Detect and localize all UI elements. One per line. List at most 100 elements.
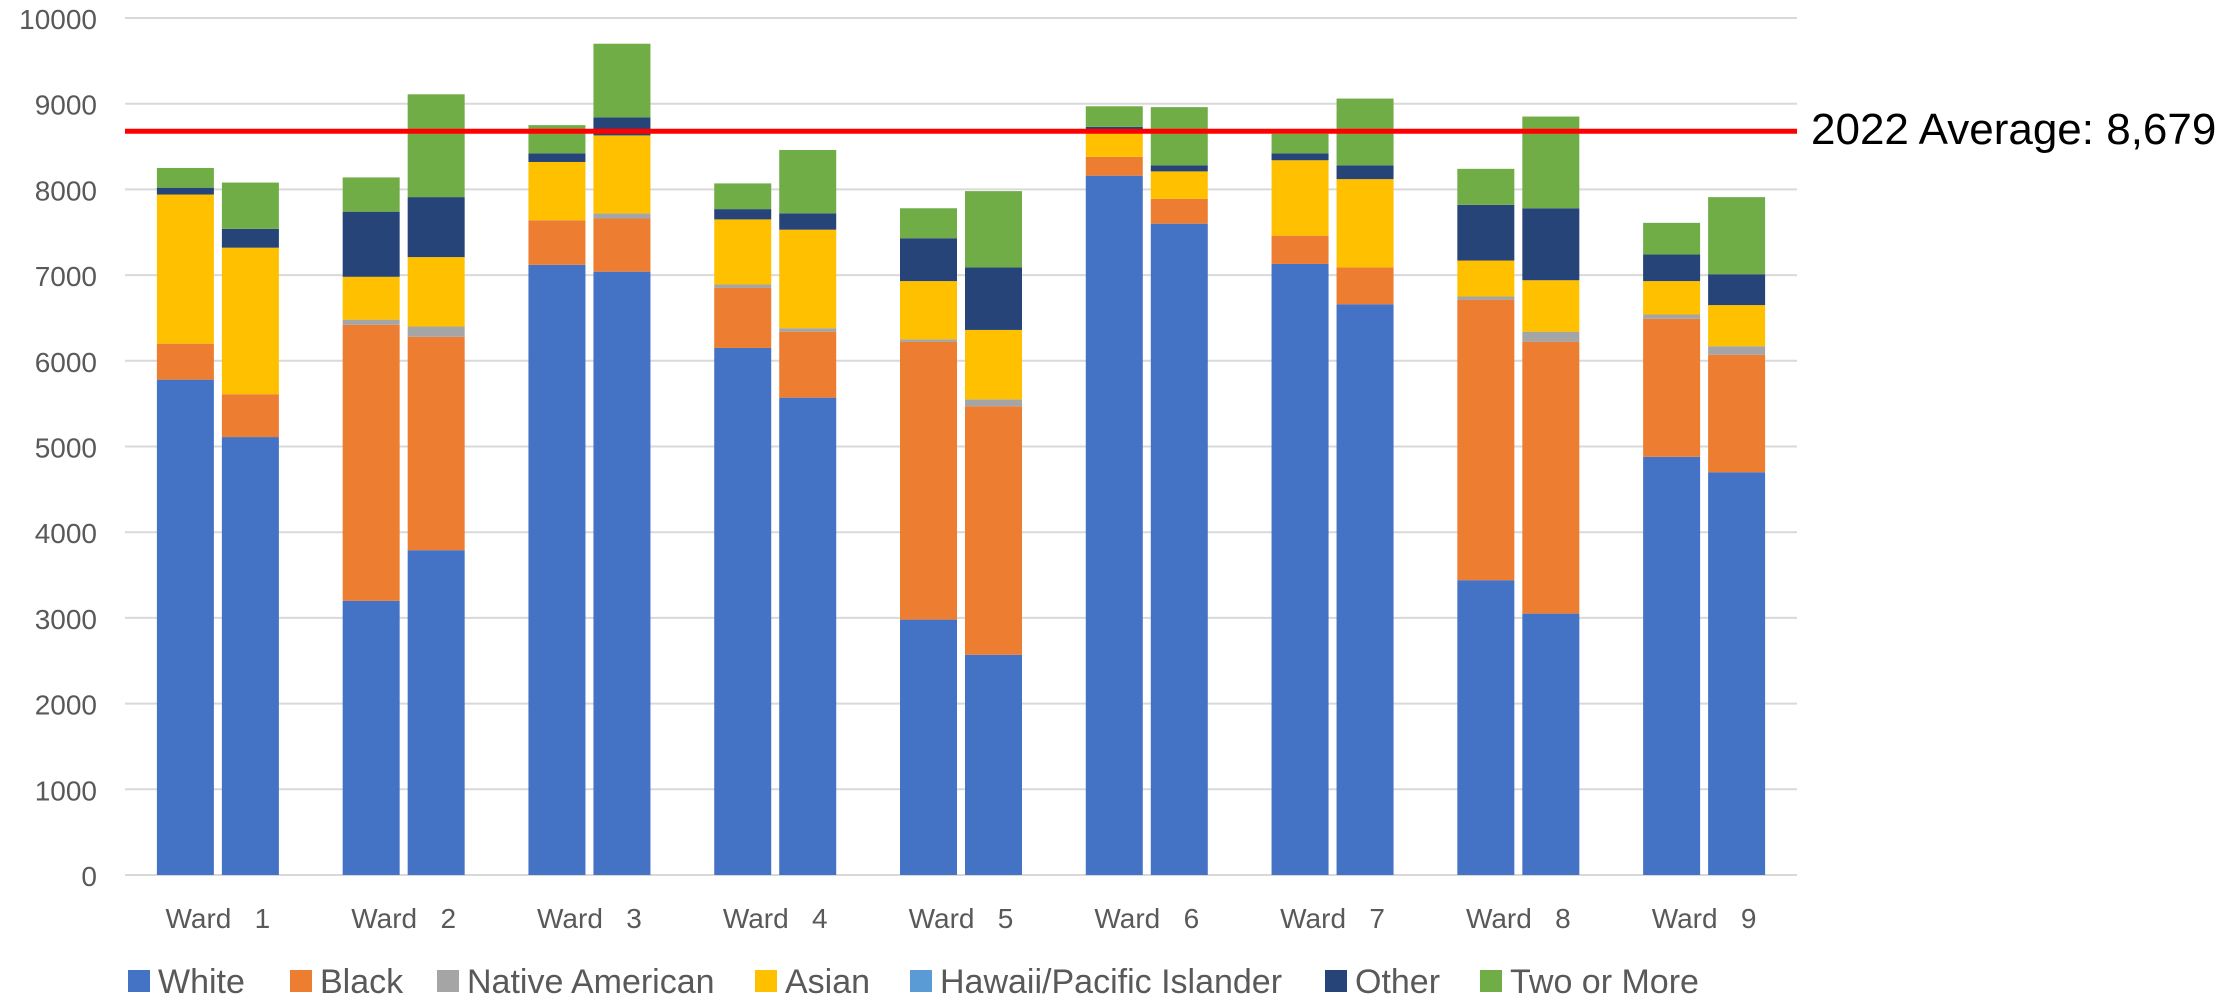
bar-segment — [593, 271, 651, 875]
bar-segment — [900, 208, 957, 239]
y-tick-label: 4000 — [35, 518, 97, 549]
bar-segment — [221, 182, 279, 229]
average-reference-line-group: 2022 Average: 8,679 — [125, 105, 2216, 154]
bar-segment — [900, 339, 957, 342]
bar-segment — [1085, 175, 1143, 876]
bar-segment — [156, 379, 214, 875]
bar-segment — [1522, 331, 1580, 342]
bar-segment — [528, 220, 586, 265]
legend-label: Hawaii/Pacific Islander — [940, 963, 1282, 998]
bar-segment — [1085, 106, 1143, 127]
y-tick-label: 2000 — [35, 690, 97, 721]
bar-segment — [714, 347, 772, 875]
bar-segment — [965, 267, 1022, 330]
bar-segment — [714, 209, 772, 220]
bar-stack — [528, 125, 586, 875]
bar-stack — [779, 149, 837, 875]
bar-segment — [407, 197, 465, 258]
legend-label: Asian — [785, 963, 870, 998]
y-tick-label: 10000 — [19, 4, 97, 35]
bar-segment — [1150, 107, 1208, 166]
bar-segment — [1522, 613, 1580, 875]
legend-swatch — [1325, 970, 1347, 992]
bar-segment — [221, 247, 279, 395]
bar-segment — [407, 94, 465, 198]
bar-stack — [1271, 133, 1329, 876]
bar-segment — [900, 281, 957, 340]
bar-segment — [1708, 472, 1766, 875]
bar-segment — [779, 213, 837, 230]
bar-segment — [156, 194, 214, 344]
bar-segment — [1336, 165, 1394, 180]
legend-label: Two or More — [1510, 963, 1699, 998]
bar-segment — [1708, 197, 1766, 275]
bar-segment — [1643, 254, 1701, 282]
legend-label: White — [158, 963, 245, 998]
bar-stack — [407, 94, 465, 875]
y-tick-label: 3000 — [35, 604, 97, 635]
bar-segment — [1522, 280, 1580, 332]
bar-stack — [900, 208, 957, 875]
bar-stack — [1708, 197, 1766, 875]
x-category-label: Ward 2 — [351, 903, 456, 934]
bar-segment — [1457, 296, 1515, 300]
bar-segment — [1150, 223, 1208, 875]
bar-segment — [593, 43, 651, 118]
x-category-label: Ward 1 — [165, 903, 270, 934]
bar-stack — [965, 191, 1022, 875]
y-axis-tick-labels: 0 1000 2000 3000 4000 5000 6000 7000 8000 9000 100… — [19, 4, 97, 892]
bar-segment — [221, 228, 279, 248]
bar-segment — [965, 654, 1022, 875]
x-category-label: Ward 9 — [1652, 903, 1757, 934]
bar-segment — [900, 238, 957, 282]
legend-swatch — [290, 970, 312, 992]
bar-segment — [407, 336, 465, 551]
bar-segment — [965, 191, 1022, 268]
bar-segment — [1708, 305, 1766, 347]
y-tick-label: 9000 — [35, 90, 97, 121]
x-category-label: Ward 4 — [723, 903, 828, 934]
bar-segment — [156, 343, 214, 380]
bar-segment — [1150, 171, 1208, 199]
bar-segment — [1457, 260, 1515, 297]
legend-swatch — [437, 970, 459, 992]
x-axis-category-labels: Ward 1 Ward 2 Ward 3 Ward 4 Ward 5 Ward 6 Ward… — [165, 903, 1756, 934]
y-tick-label: 5000 — [35, 433, 97, 464]
bar-stack — [1085, 106, 1143, 876]
legend-label: Other — [1355, 963, 1440, 998]
bar-segment — [407, 326, 465, 337]
bar-segment — [1336, 267, 1394, 305]
bar-stack — [1336, 98, 1394, 875]
bar-segment — [779, 331, 837, 398]
bar-segment — [342, 177, 400, 212]
gridlines — [125, 17, 1797, 876]
bar-segment — [1643, 314, 1701, 319]
bar-segment — [1150, 165, 1208, 172]
bar-segment — [714, 219, 772, 285]
bar-segment — [1085, 156, 1143, 176]
y-tick-label: 7000 — [35, 261, 97, 292]
bar-segment — [1643, 222, 1701, 255]
bar-segment — [714, 287, 772, 348]
legend-label: Black — [320, 963, 404, 998]
bar-segment — [1457, 204, 1515, 261]
bar-segment — [1085, 131, 1143, 157]
x-category-label: Ward 6 — [1094, 903, 1199, 934]
bar-segment — [1336, 179, 1394, 268]
average-annotation: 2022 Average: 8,679 — [1811, 105, 2216, 154]
legend-swatch — [1480, 970, 1502, 992]
bar-segment — [1708, 346, 1766, 355]
bar-stack — [1643, 222, 1701, 875]
bar-segment — [1643, 456, 1701, 875]
bar-segment — [221, 437, 279, 875]
x-category-label: Ward 5 — [909, 903, 1014, 934]
bar-segment — [528, 161, 586, 221]
bar-segment — [900, 619, 957, 875]
bar-segment — [965, 329, 1022, 400]
y-tick-label: 8000 — [35, 175, 97, 206]
bar-segment — [779, 397, 837, 875]
bar-segment — [1522, 341, 1580, 614]
bar-stack — [342, 177, 400, 875]
bar-stack — [1522, 116, 1580, 875]
bar-segment — [407, 550, 465, 875]
